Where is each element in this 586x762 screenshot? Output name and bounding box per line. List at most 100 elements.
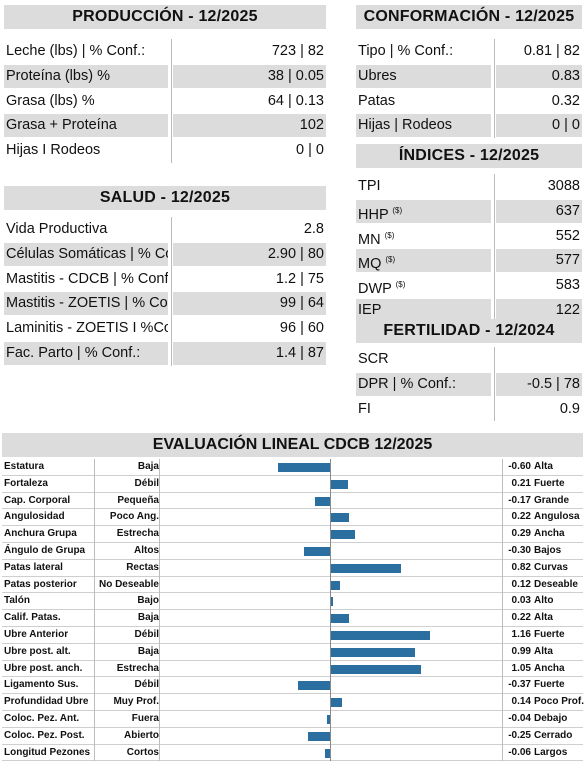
trait-high-label: Deseable: [534, 578, 578, 590]
produccion-row: Grasa (lbs) % 64 | 0.13: [4, 89, 326, 114]
lineal-row: Coloc. Pez. Post. Abierto -0.25 Cerrado: [2, 728, 583, 745]
salud-label-text: Mastitis - CDCB | % Conf.:: [6, 270, 168, 287]
trait-name: Ubre post. anch.: [4, 662, 83, 674]
trait-bar: [330, 647, 416, 657]
trait-value: 1.16: [511, 629, 531, 640]
lineal-row: Coloc. Pez. Ant. Fuera -0.04 Debajo: [2, 711, 583, 728]
lineal-row: Ubre post. alt. Baja 0.99 Alta: [2, 644, 583, 661]
trait-high-label: Bajos: [534, 545, 562, 556]
trait-high-label: Alto: [534, 595, 554, 607]
trait-name: Ligamento Sus.: [4, 679, 79, 691]
conformacion-label: Hijas | Rodeos: [356, 114, 491, 138]
produccion-label: Grasa (lbs) %: [4, 90, 168, 113]
produccion-label: Leche (lbs) | % Conf.:: [4, 40, 168, 63]
lineal-row-divider: [2, 592, 583, 594]
conformacion-value: 0 | 0: [496, 114, 582, 138]
fertilidad-label-text: FI: [358, 400, 371, 417]
trait-value: 0.14: [511, 696, 531, 708]
conformacion-section: CONFORMACIÓN - 12/2025 Tipo | % Conf.: 0.…: [356, 5, 582, 139]
indices-value: 637: [496, 199, 582, 223]
conformacion-label: Ubres: [356, 64, 491, 88]
trait-value: 0.82: [511, 561, 531, 573]
trait-bar: [298, 681, 330, 691]
produccion-label-text: Grasa + Proteína: [6, 117, 117, 134]
conformacion-row: Tipo | % Conf.: 0.81 | 82: [356, 39, 582, 64]
trait-high-label: Debajo: [534, 713, 568, 724]
trait-name: Coloc. Pez. Post.: [4, 729, 85, 741]
salud-value: 99 | 64: [173, 292, 326, 316]
trait-bar: [304, 547, 330, 556]
trait-value: 0.12: [511, 578, 531, 590]
lineal-row-divider: [2, 558, 583, 560]
trait-bar: [324, 748, 330, 758]
indices-label: MQ ($): [356, 249, 491, 273]
trait-value: -0.04: [508, 713, 531, 724]
lineal-row-divider: [2, 693, 583, 695]
fertilidad-row: DPR | % Conf.: -0.5 | 78: [356, 372, 582, 397]
trait-name: Coloc. Pez. Ant.: [4, 713, 80, 724]
lineal-row: Cap. Corporal Pequeña -0.17 Grande: [2, 493, 583, 510]
indices-column-divider: [494, 174, 495, 323]
salud-label-text: Fac. Parto | % Conf.:: [6, 344, 141, 361]
trait-high-label: Alta: [534, 612, 553, 624]
trait-bar: [330, 563, 401, 573]
trait-low-label: Baja: [137, 645, 159, 657]
fertilidad-value: 0.9: [559, 400, 580, 417]
salud-value: 1.2 | 75: [275, 270, 324, 287]
lineal-row-divider: [2, 676, 583, 678]
produccion-label: Grasa + Proteína: [4, 114, 168, 138]
trait-value: -0.60: [508, 461, 531, 472]
produccion-label: Proteína (lbs) %: [4, 64, 168, 88]
salud-title: SALUD - 12/2025: [4, 186, 326, 210]
fertilidad-row: SCR: [356, 347, 582, 372]
fertilidad-value: -0.5 | 78: [496, 372, 582, 396]
trait-low-label: Estrecha: [116, 662, 159, 674]
trait-low-label: Muy Prof.: [113, 696, 159, 708]
indices-label-text: TPI: [358, 178, 381, 194]
lineal-row: Longitud Pezones Cortos -0.06 Largos: [2, 745, 583, 762]
fertilidad-table: SCR DPR | % Conf.: -0.5 | 78 FI 0.9: [356, 347, 582, 422]
indices-row: DWP ($) 583: [356, 273, 582, 298]
salud-section: SALUD - 12/2025 Vida Productiva 2.8 Célula…: [4, 186, 326, 366]
trait-low-label: Baja: [137, 612, 159, 624]
trait-high-label: Fuerte: [534, 629, 565, 640]
currency-superscript: ($): [384, 230, 395, 240]
lineal-row-divider: [2, 542, 583, 543]
trait-high-label: Angulosa: [534, 511, 580, 523]
trait-bar: [330, 479, 349, 489]
trait-low-label: Pequeña: [117, 494, 159, 506]
produccion-value: 38 | 0.05: [173, 64, 326, 88]
salud-row: Mastitis - CDCB | % Conf.: 1.2 | 75: [4, 267, 326, 292]
produccion-row: Hijas I Rodeos 0 | 0: [4, 138, 326, 163]
fertilidad-label-text: SCR: [358, 351, 389, 367]
trait-value: 0.99: [511, 645, 531, 657]
trait-bar: [308, 731, 330, 741]
lineal-row-divider: [2, 508, 583, 510]
lineal-column-divider: [94, 459, 95, 762]
trait-low-label: Estrecha: [116, 528, 159, 540]
salud-row: Células Somáticas | % Conf.: 2.90 | 80: [4, 242, 326, 267]
indices-label: TPI: [356, 175, 491, 198]
trait-low-label: Débil: [134, 629, 159, 640]
lineal-row: Ubre Anterior Débil 1.16 Fuerte: [2, 627, 583, 644]
produccion-section: PRODUCCIÓN - 12/2025 Leche (lbs) | % Con…: [4, 5, 326, 163]
lineal-row-divider: [2, 609, 583, 611]
lineal-row-divider: [2, 491, 583, 493]
currency-superscript: ($): [395, 280, 406, 290]
indices-label: DWP ($): [356, 274, 491, 297]
lineal-row: Ligamento Sus. Débil -0.37 Fuerte: [2, 677, 583, 694]
trait-low-label: Bajo: [137, 595, 159, 607]
conformacion-label: Tipo | % Conf.:: [356, 40, 491, 63]
currency-superscript: ($): [385, 255, 396, 265]
lineal-row-divider: [2, 726, 583, 728]
salud-row: Laminitis - ZOETIS I %Conf.: 96 | 60: [4, 316, 326, 341]
salud-row: Fac. Parto | % Conf.: 1.4 | 87: [4, 341, 326, 366]
produccion-row: Leche (lbs) | % Conf.: 723 | 82: [4, 39, 326, 64]
salud-row: Mastitis - ZOETIS | % Conf.: 99 | 64: [4, 291, 326, 316]
trait-value: 0.21: [511, 477, 531, 489]
trait-value: -0.17: [508, 494, 531, 506]
trait-low-label: Débil: [134, 679, 159, 691]
lineal-row-divider: [2, 760, 583, 762]
trait-high-label: Cerrado: [534, 729, 573, 741]
lineal-column-divider: [502, 459, 503, 762]
